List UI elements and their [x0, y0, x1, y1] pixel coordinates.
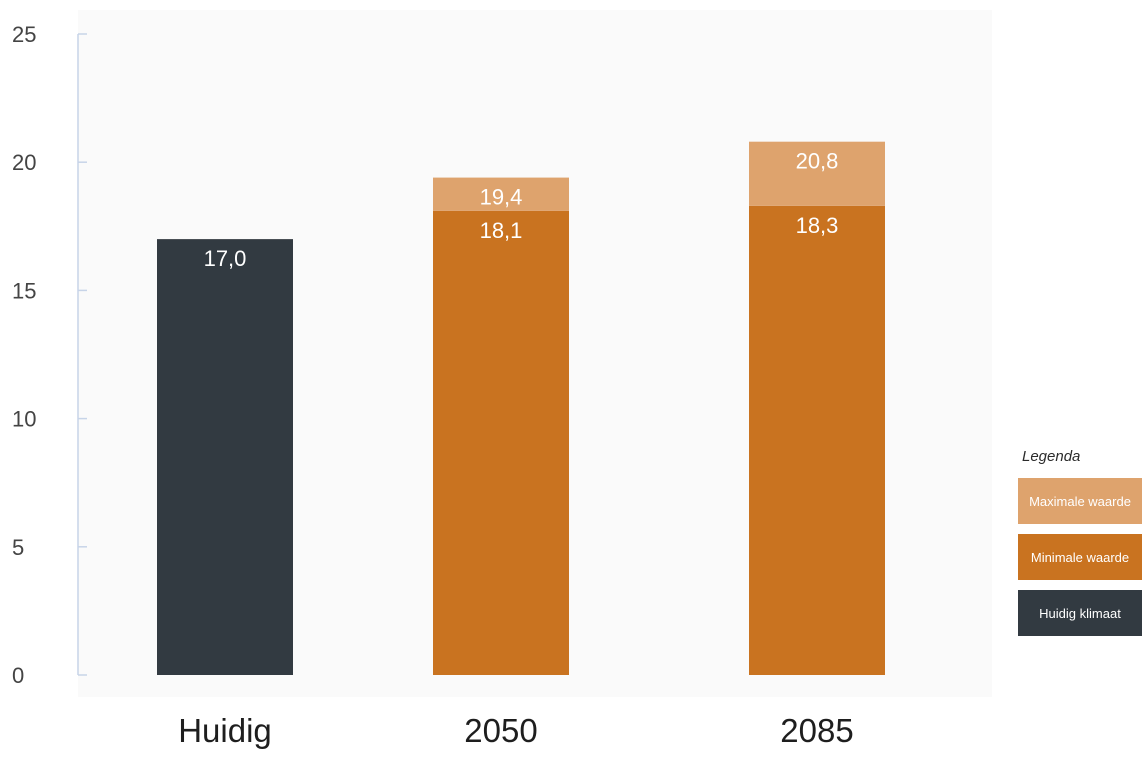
data-label: 19,4	[480, 185, 523, 210]
bar-maximale-waarde	[749, 141, 885, 206]
legend-item-minimum: Minimale waarde	[1018, 534, 1142, 580]
y-tick-label: 5	[12, 535, 24, 560]
x-tick-label: 2085	[780, 712, 853, 749]
bar-maximale-waarde	[433, 177, 569, 211]
bar-huidig-klimaat	[157, 239, 293, 675]
data-label: 20,8	[796, 149, 839, 174]
bar-minimale-waarde	[433, 210, 569, 675]
x-tick-label: Huidig	[178, 712, 272, 749]
legend-item-current-climate: Huidig klimaat	[1018, 590, 1142, 636]
legend-item-maximum: Maximale waarde	[1018, 478, 1142, 524]
data-label: 18,3	[796, 213, 839, 238]
data-label: 18,1	[480, 218, 523, 243]
y-tick-label: 10	[12, 407, 36, 432]
legend-title: Legenda	[1022, 448, 1081, 465]
y-tick-label: 15	[12, 278, 36, 303]
legend: Legenda Maximale waarde Minimale waarde …	[1018, 448, 1147, 646]
x-tick-label: 2050	[464, 712, 537, 749]
y-tick-label: 20	[12, 150, 36, 175]
y-tick-label: 25	[12, 22, 36, 47]
y-tick-label: 0	[12, 663, 24, 688]
bar-minimale-waarde	[749, 205, 885, 675]
data-label: 17,0	[204, 246, 247, 271]
